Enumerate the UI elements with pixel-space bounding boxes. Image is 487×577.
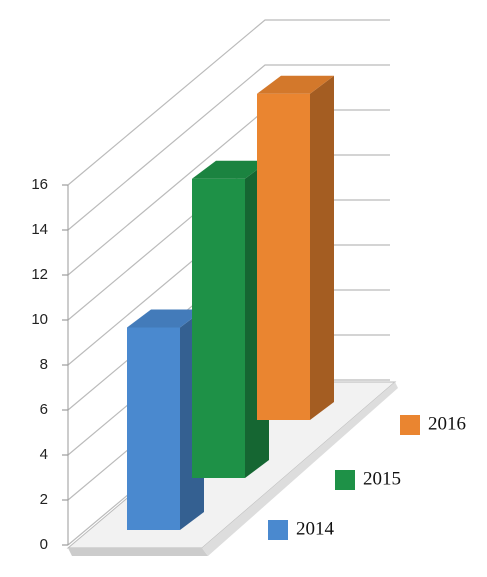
legend-swatch [268,520,288,540]
y-tick-label: 4 [40,446,48,463]
legend-label: 2015 [363,468,401,489]
y-tick-label: 12 [31,266,48,283]
bar-front [257,93,310,420]
legend-label: 2014 [296,518,335,539]
bar-top [192,160,269,179]
bar-top [257,75,334,94]
bar-front [192,178,245,478]
y-tick-label: 14 [31,221,48,238]
y-tick-label: 8 [40,356,48,373]
bar-front [127,327,180,530]
floor-edge [202,382,398,556]
grid-line [67,64,390,231]
legend-swatch [400,415,420,435]
bar-top [127,309,204,328]
legend-label: 2016 [428,413,466,434]
y-tick-label: 2 [40,491,48,508]
bar [257,75,334,420]
grid-line [67,19,390,186]
floor-edge [68,548,208,556]
y-tick-label: 16 [31,176,48,193]
bar-side [310,75,334,420]
legend-swatch [335,470,355,490]
y-tick-label: 0 [40,536,48,553]
y-tick-label: 6 [40,401,48,418]
y-tick-label: 10 [31,311,48,328]
